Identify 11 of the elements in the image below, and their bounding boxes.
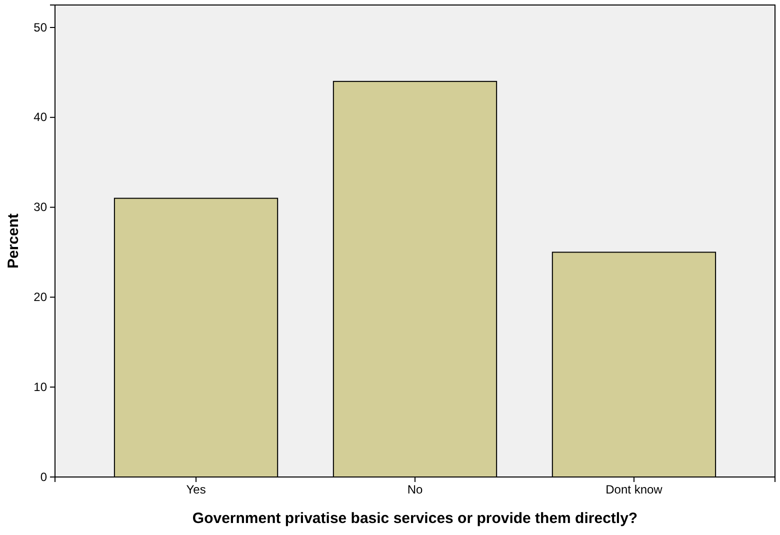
x-tick-label: Dont know [606, 482, 663, 497]
y-tick-label: 50 [34, 20, 48, 34]
y-axis-title: Percent [5, 213, 22, 269]
y-tick-label: 20 [34, 290, 48, 304]
y-tick-label: 0 [40, 470, 48, 484]
y-tick-label: 30 [34, 200, 48, 214]
y-tick-label: 10 [34, 380, 48, 394]
x-axis-title: Government privatise basic services or provide them directly? [192, 510, 638, 527]
x-tick-label: No [407, 482, 423, 497]
y-tick-label: 40 [34, 110, 48, 124]
x-tick-label: Yes [186, 482, 206, 497]
